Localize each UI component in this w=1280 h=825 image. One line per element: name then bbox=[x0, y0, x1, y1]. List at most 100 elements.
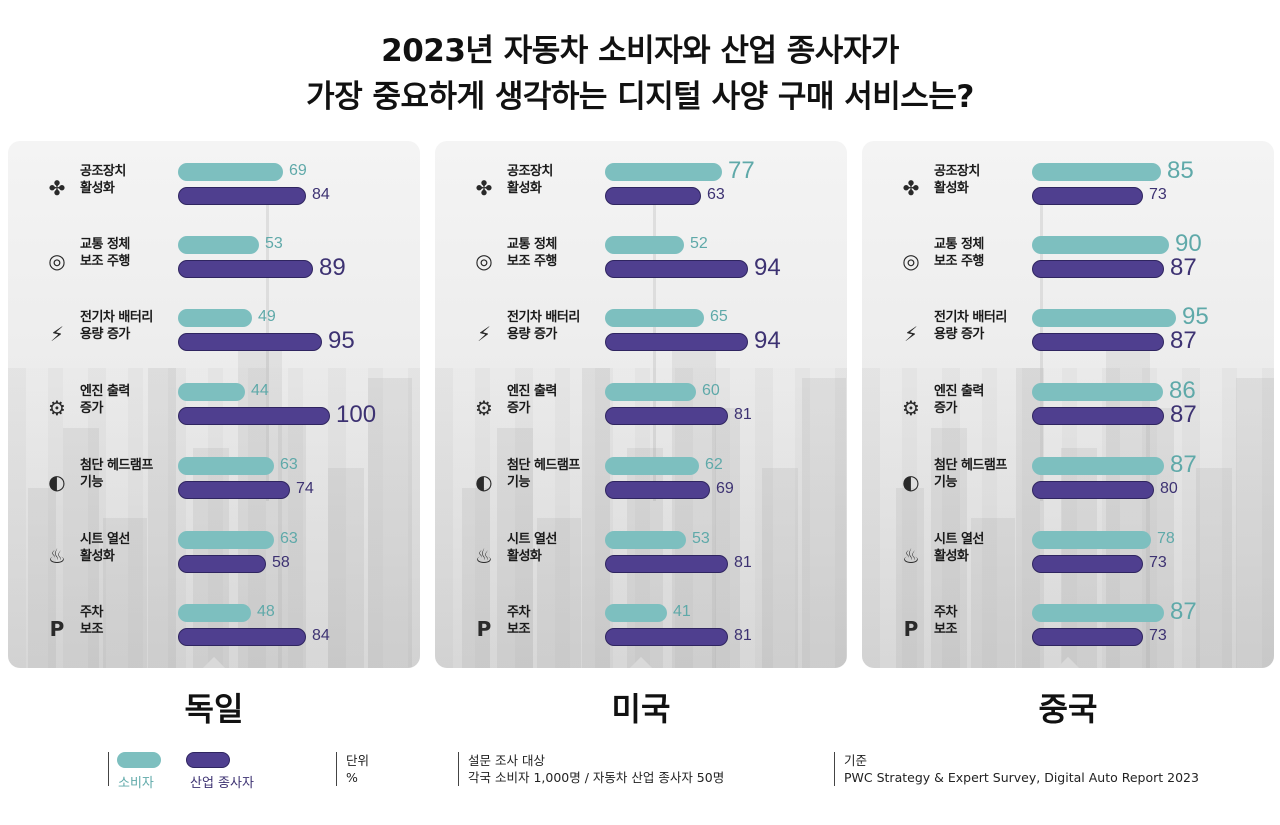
feature-label-line: 용량 증가 bbox=[934, 327, 984, 342]
feature-row: ⚙ 엔진 출력 증가 86 87 bbox=[862, 379, 1274, 443]
source-divider bbox=[834, 752, 835, 786]
feature-label: 공조장치 활성화 bbox=[934, 163, 1032, 197]
feature-row: ◐ 첨단 헤드램프 기능 63 74 bbox=[8, 457, 420, 517]
engine-icon: ⚙ bbox=[48, 396, 66, 420]
feature-row: ⚙ 엔진 출력 증가 44 100 bbox=[8, 383, 420, 443]
feature-label: 교통 정체 보조 주행 bbox=[80, 236, 178, 270]
feature-label-line: 기능 bbox=[934, 475, 957, 490]
engine-icon: ⚙ bbox=[475, 396, 493, 420]
feature-label: 전기차 배터리 용량 증가 bbox=[507, 309, 605, 343]
feature-label-line: 시트 열선 bbox=[80, 532, 130, 547]
bar-industry bbox=[1032, 260, 1164, 278]
skyline-building bbox=[28, 488, 56, 668]
feature-label-line: 공조장치 bbox=[507, 164, 553, 179]
feature-label-line: 공조장치 bbox=[934, 164, 980, 179]
value-label-consumer: 65 bbox=[710, 308, 728, 325]
battery-charging-icon: ⚡ bbox=[903, 322, 919, 346]
value-label-consumer: 63 bbox=[280, 456, 298, 473]
value-label-industry: 80 bbox=[1160, 480, 1178, 497]
value-label-consumer: 87 bbox=[1170, 598, 1197, 625]
unit-divider bbox=[336, 752, 337, 786]
feature-label-line: 주차 bbox=[80, 605, 103, 620]
feature-row: ◐ 첨단 헤드램프 기능 62 69 bbox=[435, 457, 847, 517]
bar-industry bbox=[605, 481, 710, 499]
parking-icon: P bbox=[49, 617, 65, 641]
chart-title: 2023년 자동차 소비자와 산업 종사자가 가장 중요하게 생각하는 디지털 … bbox=[0, 28, 1280, 120]
skyline-building bbox=[762, 468, 798, 668]
feature-label-line: 증가 bbox=[80, 401, 103, 416]
source-value: PWC Strategy & Expert Survey, Digital Au… bbox=[844, 770, 1199, 785]
bar-consumer bbox=[178, 531, 274, 549]
feature-label: 첨단 헤드램프 기능 bbox=[80, 457, 178, 491]
value-label-consumer: 78 bbox=[1157, 530, 1175, 547]
bar-industry bbox=[178, 555, 266, 573]
bar-consumer bbox=[605, 163, 722, 181]
value-label-industry: 69 bbox=[716, 480, 734, 497]
value-label-industry: 81 bbox=[734, 406, 752, 423]
value-label-consumer: 69 bbox=[289, 162, 307, 179]
skyline-building bbox=[497, 428, 533, 668]
value-label-consumer: 52 bbox=[690, 235, 708, 252]
bar-industry bbox=[1032, 407, 1164, 425]
bar-industry bbox=[605, 407, 728, 425]
value-label-consumer: 87 bbox=[1170, 451, 1197, 478]
fan-icon: ✤ bbox=[48, 176, 66, 200]
value-label-industry: 73 bbox=[1149, 627, 1167, 644]
value-label-consumer: 77 bbox=[728, 157, 755, 184]
legend-label-consumer: 소비자 bbox=[118, 776, 154, 791]
feature-row: P 주차 보조 41 81 bbox=[435, 604, 847, 664]
value-label-industry: 84 bbox=[312, 627, 330, 644]
feature-label-line: 보조 주행 bbox=[507, 254, 557, 269]
feature-label-line: 전기차 배터리 bbox=[507, 310, 580, 325]
value-label-consumer: 48 bbox=[257, 603, 275, 620]
fan-icon: ✤ bbox=[475, 176, 493, 200]
feature-label: 엔진 출력 증가 bbox=[934, 383, 1032, 417]
feature-label: 전기차 배터리 용량 증가 bbox=[80, 309, 178, 343]
bar-industry bbox=[178, 407, 330, 425]
feature-label-line: 용량 증가 bbox=[80, 327, 130, 342]
skyline-building bbox=[802, 378, 846, 668]
country-label: 미국 bbox=[611, 690, 671, 728]
bar-consumer bbox=[1032, 531, 1151, 549]
steering-wheel-icon: ◎ bbox=[475, 249, 493, 273]
skyline-building bbox=[63, 428, 99, 668]
unit-note: 단위 % bbox=[346, 752, 369, 786]
feature-label-line: 기능 bbox=[507, 475, 530, 490]
bar-consumer bbox=[1032, 383, 1163, 401]
bar-consumer bbox=[605, 457, 699, 475]
feature-label-line: 엔진 출력 bbox=[507, 384, 557, 399]
value-label-industry: 89 bbox=[319, 254, 346, 281]
skyline-building bbox=[896, 488, 924, 668]
battery-charging-icon: ⚡ bbox=[49, 322, 65, 346]
feature-row: ◐ 첨단 헤드램프 기능 87 80 bbox=[862, 453, 1274, 517]
feature-row: ◎ 교통 정체 보조 주행 53 89 bbox=[8, 236, 420, 296]
value-label-industry: 81 bbox=[734, 554, 752, 571]
legend-label-industry: 산업 종사자 bbox=[190, 776, 254, 791]
feature-label-line: 시트 열선 bbox=[934, 532, 984, 547]
value-label-industry: 74 bbox=[296, 480, 314, 497]
bar-consumer bbox=[1032, 457, 1164, 475]
feature-label: 시트 열선 활성화 bbox=[934, 531, 1032, 565]
bar-industry bbox=[178, 260, 313, 278]
skyline-building bbox=[368, 378, 412, 668]
feature-label-line: 공조장치 bbox=[80, 164, 126, 179]
headlamp-icon: ◐ bbox=[475, 470, 493, 494]
feature-label-line: 교통 정체 bbox=[507, 237, 557, 252]
value-label-industry: 94 bbox=[754, 254, 781, 281]
fan-icon: ✤ bbox=[902, 176, 920, 200]
feature-row: P 주차 보조 48 84 bbox=[8, 604, 420, 664]
feature-label-line: 시트 열선 bbox=[507, 532, 557, 547]
bar-consumer bbox=[605, 531, 686, 549]
value-label-consumer: 60 bbox=[702, 382, 720, 399]
feature-label: 공조장치 활성화 bbox=[507, 163, 605, 197]
feature-label-line: 기능 bbox=[80, 475, 103, 490]
bar-consumer bbox=[605, 604, 667, 622]
value-label-industry: 94 bbox=[754, 327, 781, 354]
feature-row: ✤ 공조장치 활성화 69 84 bbox=[8, 163, 420, 223]
legend-divider bbox=[108, 752, 109, 786]
headlamp-icon: ◐ bbox=[48, 470, 66, 494]
feature-label-line: 증가 bbox=[934, 401, 957, 416]
feature-label-line: 보조 bbox=[934, 622, 957, 637]
